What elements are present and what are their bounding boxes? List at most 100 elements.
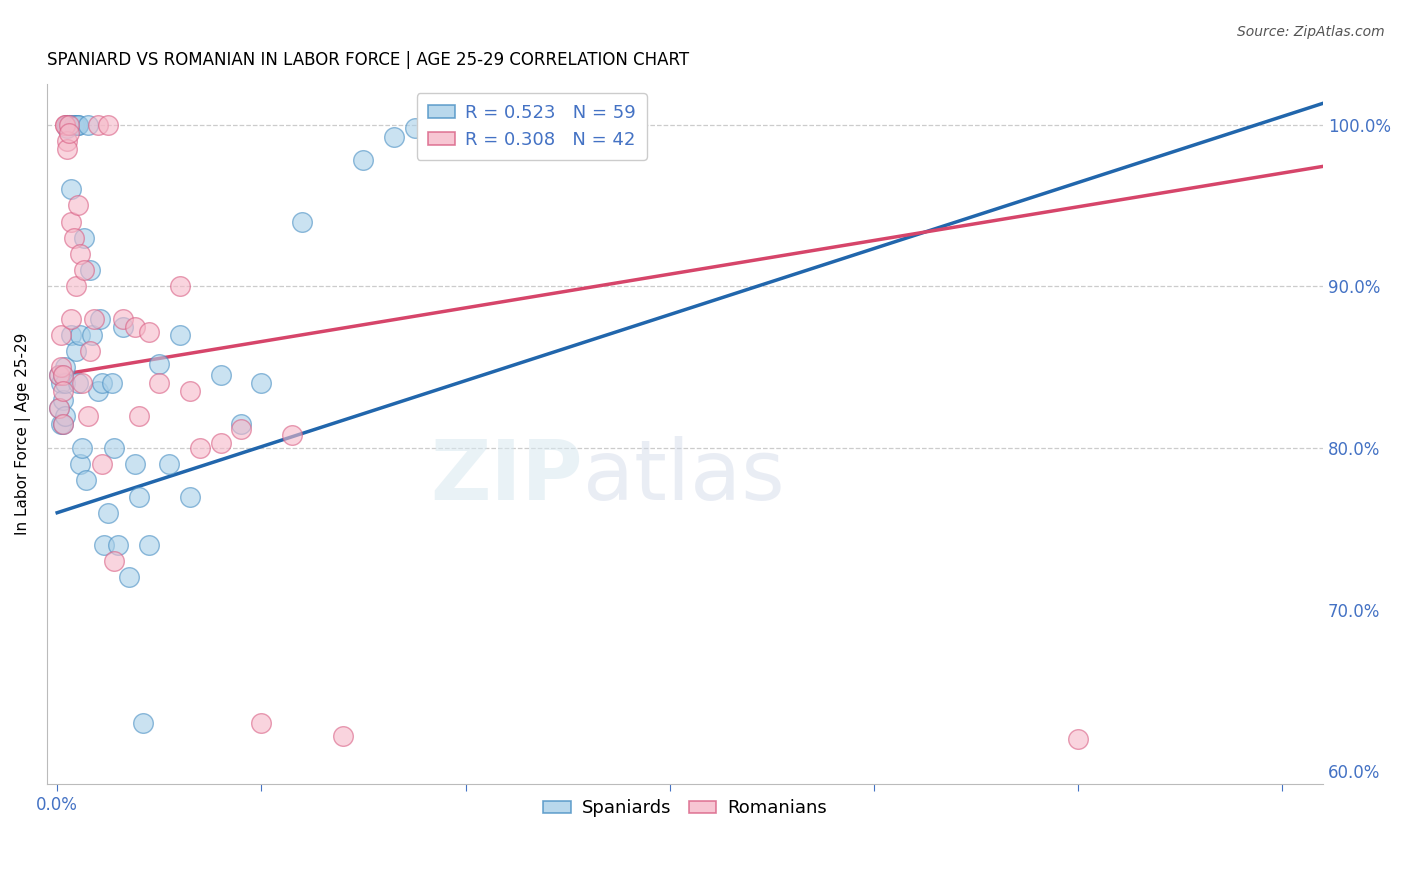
Point [52,417,75,431]
Point [91,457,114,471]
Point [52,384,75,399]
Point [291,214,314,228]
Point [58,118,80,132]
Point [70,441,93,455]
Point [382,130,405,145]
Point [79,343,101,358]
Point [93,538,115,552]
Point [87,118,110,132]
Point [124,457,146,471]
Point [53,360,76,375]
Point [209,368,232,383]
Point [53,118,76,132]
Point [179,384,201,399]
Point [56,120,79,135]
Point [89,311,111,326]
Point [60,182,83,196]
Point [117,570,139,584]
Point [48,401,70,415]
Point [91,376,114,391]
Point [76,118,98,132]
Point [58,126,80,140]
Point [62,118,84,132]
Point [111,311,134,326]
Point [62,231,84,245]
Point [353,153,375,168]
Point [66,118,89,132]
Point [65,343,87,358]
Point [1067,732,1090,747]
Point [103,441,125,455]
Point [56,134,79,148]
Point [250,376,273,391]
Point [83,311,105,326]
Text: SPANIARD VS ROMANIAN IN LABOR FORCE | AGE 25-29 CORRELATION CHART: SPANIARD VS ROMANIAN IN LABOR FORCE | AG… [46,51,689,69]
Point [53,376,76,391]
Point [179,490,201,504]
Point [56,118,79,132]
Point [250,716,273,731]
Point [48,368,70,383]
Point [101,376,124,391]
Point [58,118,80,132]
Point [66,376,89,391]
Point [48,401,70,415]
Point [128,490,150,504]
Point [66,198,89,212]
Point [75,474,97,488]
Point [69,457,91,471]
Point [66,118,89,132]
Point [148,357,170,371]
Point [124,319,146,334]
Point [281,428,304,442]
Point [138,325,160,339]
Point [103,554,125,568]
Legend: Spaniards, Romanians: Spaniards, Romanians [536,792,834,824]
Text: Source: ZipAtlas.com: Source: ZipAtlas.com [1237,25,1385,39]
Point [58,118,80,132]
Point [70,376,93,391]
Point [73,231,96,245]
Point [48,368,70,383]
Point [52,417,75,431]
Point [132,716,155,731]
Point [332,729,354,743]
Point [60,311,83,326]
Point [58,118,80,132]
Point [56,142,79,156]
Point [52,392,75,407]
Text: atlas: atlas [583,436,785,516]
Point [60,214,83,228]
Text: ZIP: ZIP [430,436,583,516]
Point [97,118,120,132]
Point [52,368,75,383]
Point [107,538,129,552]
Point [53,118,76,132]
Point [51,360,73,375]
Point [229,417,252,431]
Point [209,436,232,450]
Y-axis label: In Labor Force | Age 25-29: In Labor Force | Age 25-29 [15,333,31,535]
Point [76,409,98,423]
Point [111,319,134,334]
Point [128,409,150,423]
Point [56,118,79,132]
Point [79,263,101,277]
Point [52,368,75,383]
Point [69,327,91,342]
Point [188,441,211,455]
Point [56,118,79,132]
Point [60,327,83,342]
Point [69,247,91,261]
Point [138,538,160,552]
Point [87,384,110,399]
Point [65,279,87,293]
Point [65,118,87,132]
Point [53,409,76,423]
Point [148,376,170,391]
Point [51,376,73,391]
Point [159,457,181,471]
Point [51,327,73,342]
Point [169,279,191,293]
Point [80,327,103,342]
